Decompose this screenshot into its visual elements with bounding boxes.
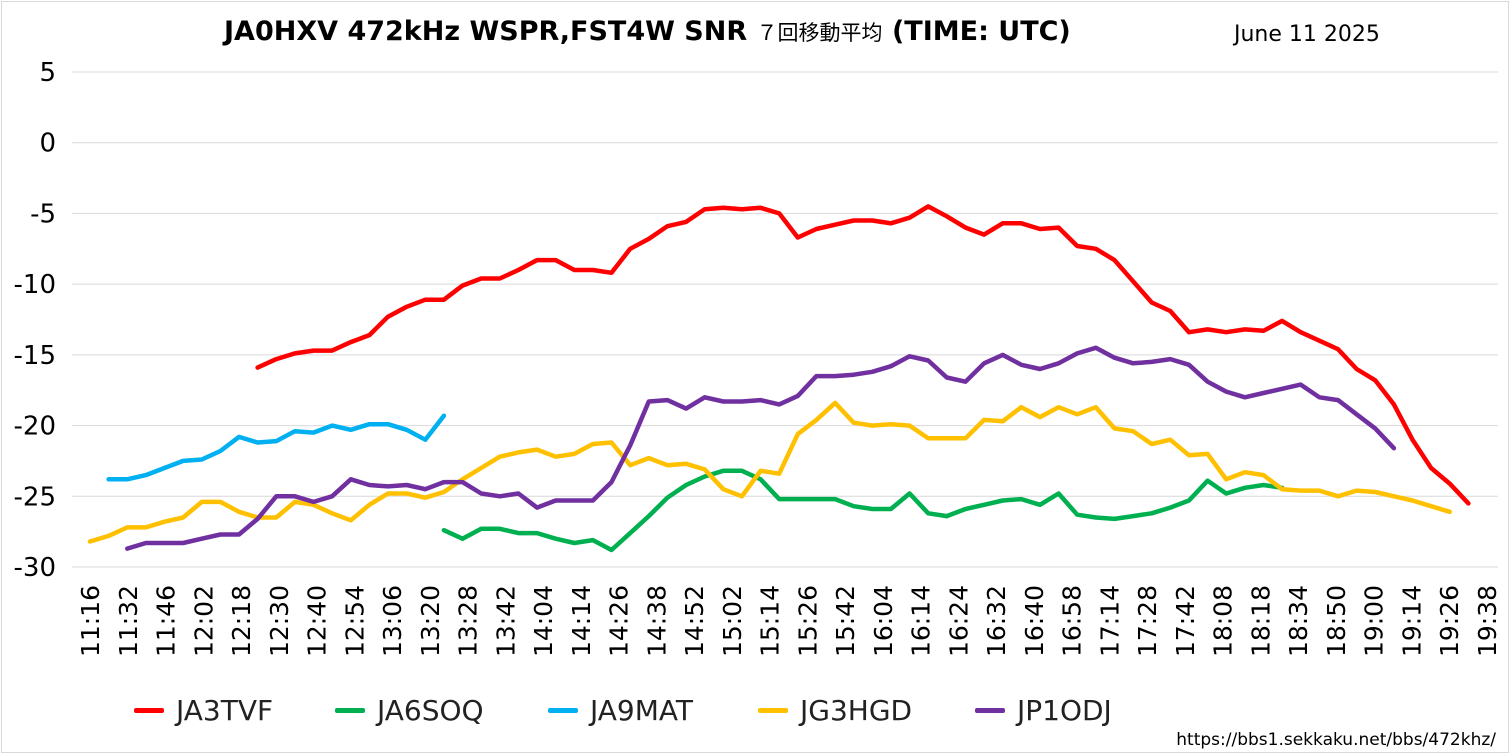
series-line-ja9mat (106, 413, 447, 482)
legend-swatch (758, 707, 788, 713)
x-tick-label: 18:34 (1284, 585, 1313, 657)
chart-legend: JA3TVF JA6SOQ JA9MAT JG3HGD JP1ODJ (0, 690, 1512, 730)
x-tick-label: 16:40 (1020, 585, 1049, 657)
x-tick-label: 15:14 (756, 585, 785, 657)
y-tick-label: -25 (14, 482, 56, 512)
x-tick-label: 12:30 (265, 585, 294, 657)
x-tick-label: 16:04 (869, 585, 898, 657)
x-tick-label: 18:08 (1209, 585, 1238, 657)
legend-item-jg3hgd: JG3HGD (758, 690, 912, 730)
grid-lines (72, 71, 1498, 568)
x-tick-label: 19:14 (1397, 585, 1426, 657)
x-tick-label: 16:24 (944, 585, 973, 657)
legend-item-ja6soq: JA6SOQ (335, 690, 484, 730)
chart-title-suffix: (TIME: UTC) (891, 16, 1071, 47)
x-tick-label: 13:28 (454, 585, 483, 657)
line-chart: 5 0 -5 -10 -15 -20 -25 -30 11:16 11:32 11:46 12:02… (14, 58, 1502, 657)
legend-item-ja9mat: JA9MAT (548, 690, 693, 730)
x-tick-label: 15:26 (793, 585, 822, 657)
chart-date: June 11 2025 (1234, 22, 1380, 47)
x-axis: 11:16 11:32 11:46 12:02 12:18 12:30 12:40 12:54… (76, 585, 1502, 657)
legend-swatch (975, 707, 1005, 713)
x-tick-label: 19:26 (1435, 585, 1464, 657)
x-tick-label: 13:42 (491, 585, 520, 657)
x-tick-label: 11:32 (114, 585, 143, 657)
chart-title-main: JA0HXV 472kHz WSPR,FST4W SNR (224, 16, 748, 47)
x-tick-label: 12:40 (303, 585, 332, 657)
series-lines (87, 204, 1471, 553)
x-tick-label: 16:14 (907, 585, 936, 657)
x-tick-label: 12:18 (227, 585, 256, 657)
chart-title: JA0HXV 472kHz WSPR,FST4W SNR ７回移動平均 (TIM… (224, 16, 1071, 47)
x-tick-label: 14:14 (567, 585, 596, 657)
x-tick-label: 14:26 (605, 585, 634, 657)
x-tick-label: 14:38 (642, 585, 671, 657)
y-tick-label: -20 (14, 412, 56, 442)
legend-label: JA6SOQ (377, 693, 484, 727)
x-tick-label: 19:00 (1360, 585, 1389, 657)
x-tick-label: 11:46 (152, 585, 181, 657)
x-tick-label: 18:50 (1322, 585, 1351, 657)
y-tick-label: 0 (39, 129, 56, 159)
legend-label: JG3HGD (800, 693, 913, 727)
y-axis: 5 0 -5 -10 -15 -20 -25 -30 (14, 58, 56, 583)
legend-label: JP1ODJ (1017, 693, 1112, 727)
series-line-ja3tvf (255, 204, 1471, 506)
x-tick-label: 13:20 (416, 585, 445, 657)
footer-url[interactable]: https://bbs1.sekkaku.net/bbs/472khz/ (1176, 730, 1496, 750)
legend-item-jp1odj: JP1ODJ (975, 690, 1112, 730)
x-tick-label: 15:02 (718, 585, 747, 657)
legend-swatch (134, 707, 164, 713)
legend-swatch (548, 707, 578, 713)
legend-item-ja3tvf: JA3TVF (134, 690, 273, 730)
x-tick-label: 12:54 (340, 585, 369, 657)
x-tick-label: 16:58 (1058, 585, 1087, 657)
x-tick-label: 17:14 (1095, 585, 1124, 657)
y-tick-label: -30 (14, 553, 56, 583)
x-tick-label: 17:42 (1171, 585, 1200, 657)
chart-title-row: JA0HXV 472kHz WSPR,FST4W SNR ７回移動平均 (TIM… (0, 14, 1512, 54)
chart-title-japanese: ７回移動平均 (756, 21, 883, 45)
x-tick-label: 15:42 (831, 585, 860, 657)
x-tick-label: 13:06 (378, 585, 407, 657)
legend-label: JA9MAT (590, 693, 693, 727)
x-tick-label: 16:32 (982, 585, 1011, 657)
y-tick-label: -5 (30, 199, 56, 229)
x-tick-label: 17:28 (1133, 585, 1162, 657)
y-tick-label: -15 (14, 341, 56, 371)
x-tick-label: 18:18 (1246, 585, 1275, 657)
x-tick-label: 11:16 (76, 585, 105, 657)
x-tick-label: 19:38 (1473, 585, 1502, 657)
y-tick-label: -10 (14, 270, 56, 300)
x-tick-label: 12:02 (189, 585, 218, 657)
x-tick-label: 14:52 (680, 585, 709, 657)
x-tick-label: 14:04 (529, 585, 558, 657)
legend-label: JA3TVF (176, 693, 274, 727)
legend-swatch (335, 707, 365, 713)
series-line-jg3hgd (87, 400, 1452, 544)
series-line-jp1odj (125, 345, 1397, 551)
y-tick-label: 5 (39, 58, 56, 88)
series-line-ja6soq (441, 468, 1285, 553)
